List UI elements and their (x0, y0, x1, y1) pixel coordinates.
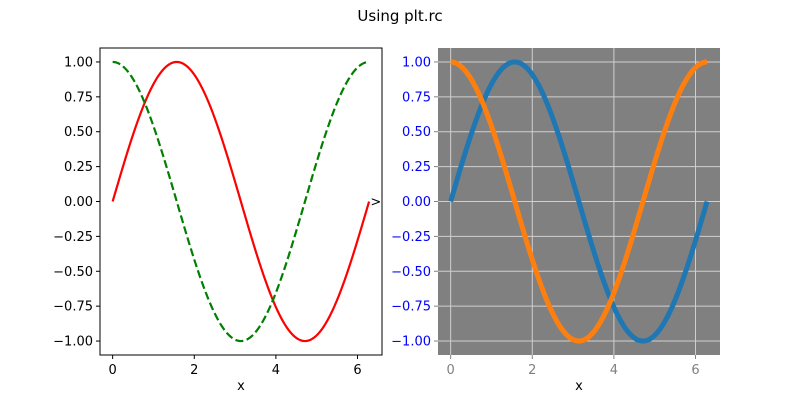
right-x-axis-label: x (575, 379, 583, 394)
left-ytick-label-0: −1.00 (53, 335, 93, 350)
left-ytick-label-1: −0.75 (53, 300, 93, 315)
right-xtick-label-2: 4 (610, 363, 618, 378)
left-x-axis-label: x (237, 379, 245, 394)
right-ytick-label-2: −0.50 (391, 265, 431, 280)
right-series-cos-line (449, 59, 709, 344)
left-ytick-label-7: 0.75 (64, 90, 93, 105)
left-xtick-label-1: 2 (190, 363, 198, 378)
axes-right: 0 2 4 6 −1.00 −0.75 −0.50 −0.25 0.00 0.25 0.50 0.75… (391, 48, 720, 394)
left-series-sin-line (111, 60, 371, 343)
left-series-cos-line (112, 60, 370, 343)
right-xtick-label-0: 0 (447, 363, 455, 378)
left-ytick-label-4: 0.00 (64, 195, 93, 210)
right-xtick-label-3: 6 (691, 363, 699, 378)
right-ytick-label-4: 0.00 (402, 195, 431, 210)
left-xtick-label-2: 4 (272, 363, 280, 378)
left-annotation-0: > (370, 195, 381, 210)
left-xtick-label-3: 6 (353, 363, 361, 378)
right-ytick-label-8: 1.00 (402, 55, 431, 70)
left-ytick-label-6: 0.50 (64, 125, 93, 140)
right-ytick-label-7: 0.75 (402, 90, 431, 105)
left-xtick-label-0: 0 (109, 363, 117, 378)
left-ytick-label-5: 0.25 (64, 160, 93, 175)
right-series-sin-line (448, 59, 710, 344)
right-ytick-label-1: −0.75 (391, 300, 431, 315)
right-ytick-label-5: 0.25 (402, 160, 431, 175)
left-ytick-label-3: −0.25 (53, 230, 93, 245)
axes-left: 0 2 4 6 −1.00 −0.75 −0.50 −0.25 0.00 0.25 0.50 0.75… (53, 47, 383, 394)
left-ytick-label-2: −0.50 (53, 265, 93, 280)
left-ytick-label-8: 1.00 (64, 55, 93, 70)
right-ytick-label-0: −1.00 (391, 335, 431, 350)
figure-title: Using plt.rc (357, 7, 442, 25)
right-ytick-label-3: −0.25 (391, 230, 431, 245)
right-xtick-label-1: 2 (528, 363, 536, 378)
right-ytick-label-6: 0.50 (402, 125, 431, 140)
